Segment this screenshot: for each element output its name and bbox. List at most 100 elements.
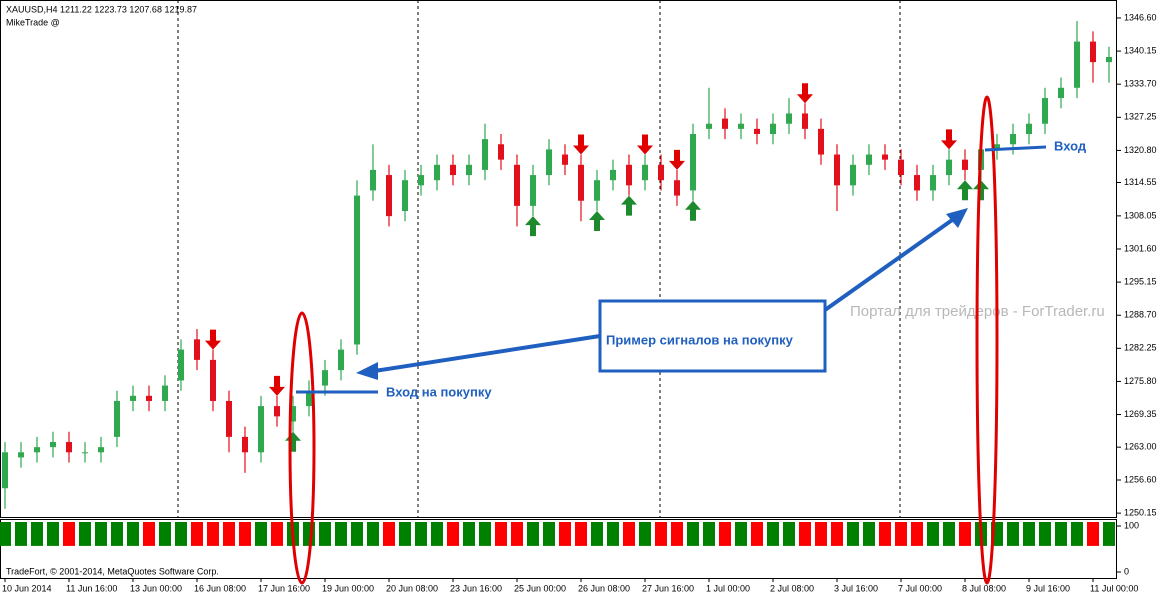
candle-body [722,118,728,129]
candle-body [578,164,584,201]
candle-body [402,180,408,211]
indicator-bar [79,522,91,546]
x-tick-label: 8 Jul 08:00 [962,583,1006,593]
x-tick-label: 27 Jun 16:00 [642,583,694,593]
y-tick-label: 1340.15 [1124,45,1157,55]
candle-body [306,390,312,407]
indicator-bar [911,522,923,546]
indicator-bar [1007,522,1019,546]
indicator-bar [399,522,411,546]
indicator-bar [559,522,571,546]
candle-body [434,164,440,181]
x-tick-label: 13 Jun 00:00 [130,583,182,593]
candle-body [1058,87,1064,99]
indicator-bar [1103,522,1115,546]
candle-body [130,395,136,401]
candle-body [466,164,472,176]
buy-arrow [957,180,973,201]
candle-body [706,123,712,129]
indicator-bar [1023,522,1035,546]
candle-body [898,159,904,176]
main-pane [0,0,1117,518]
candle-body [834,154,840,186]
indicator-bar [415,522,427,546]
candle-body [562,154,568,165]
indicator-bar [63,522,75,546]
y-tick-label: 1282.25 [1124,343,1157,353]
candle-body [242,436,248,453]
indicator-bar [575,522,587,546]
sell-arrow [669,149,685,170]
x-tick-label: 26 Jun 08:00 [578,583,630,593]
candle-body [162,385,168,401]
candle-body [546,149,552,176]
candle-body [354,195,360,345]
indicator-bar [927,522,939,546]
y-tick-label: 1308.05 [1124,210,1157,220]
indicator-bar [191,522,203,546]
candle-body [482,139,488,170]
x-tick-label: 20 Jun 08:00 [386,583,438,593]
candle-body [946,159,952,176]
indicator-bar [111,522,123,546]
candle-body [866,154,872,165]
y-tick-label: 1250.15 [1124,507,1157,517]
indicator-bar [319,522,331,546]
indicator-bar [95,522,107,546]
buy-arrow [525,216,541,237]
candle-body [386,175,392,217]
indicator-bar [207,522,219,546]
candle-body [2,452,8,489]
buy-arrow [685,200,701,221]
candle-body [818,128,824,155]
candle-body [658,164,664,181]
annotation: Пример сигналов на покупку [606,332,794,347]
candle-body [882,154,888,160]
candle-body [914,175,920,191]
candle-body [594,180,600,201]
indicator-bar [959,522,971,546]
candle-body [754,128,760,134]
candle-body [1074,41,1080,88]
y-tick-label: 1256.60 [1124,474,1157,484]
indicator-bar [143,522,155,546]
candle-body [770,123,776,134]
indicator-bar [351,522,363,546]
indicator-bar [687,522,699,546]
candle-body [498,144,504,160]
indicator-bar [335,522,347,546]
x-tick-label: 17 Jun 16:00 [258,583,310,593]
candle-body [1026,123,1032,134]
candle-body [210,359,216,401]
candle-body [930,175,936,191]
indicator-bar [591,522,603,546]
candle-body [786,113,792,124]
sell-arrow [941,129,957,150]
indicator-bar [175,522,187,546]
candle-body [178,349,184,381]
candle-body [370,169,376,191]
candle-body [1010,133,1016,145]
indicator-bar [255,522,267,546]
sell-arrow [797,83,813,104]
indicator-bar [943,522,955,546]
candle-body [34,447,40,453]
sell-arrow [637,134,653,155]
y-tick-label: 1314.55 [1124,177,1157,187]
indicator-bar [159,522,171,546]
candle-body [738,123,744,129]
x-tick-label: 1 Jul 00:00 [706,583,750,593]
candle-body [322,370,328,386]
candle-body [690,133,696,191]
candle-body [1042,98,1048,124]
candle-body [1090,41,1096,63]
candle-body [642,164,648,181]
indicator-bar [511,522,523,546]
x-tick-label: 11 Jun 16:00 [66,583,117,593]
indicator-bar [1039,522,1051,546]
candle-body [82,452,88,454]
candle-body [146,395,152,401]
candle-body [802,113,808,129]
buy-arrow [973,180,989,201]
indicator-bar [367,522,379,546]
